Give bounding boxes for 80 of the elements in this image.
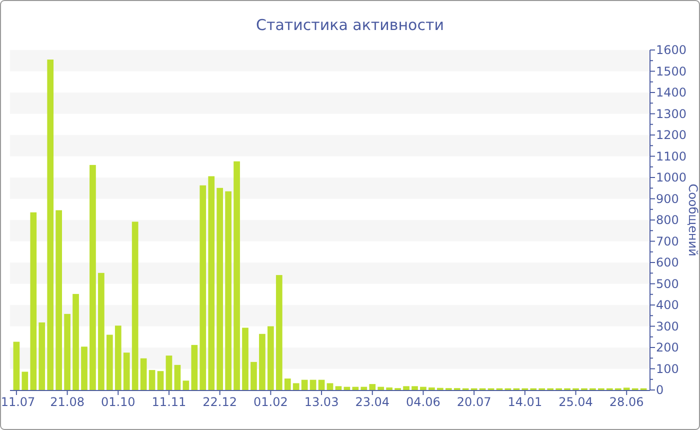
bar: [225, 191, 232, 390]
y-tick-label: 0: [656, 383, 664, 398]
y-tick-label: 1600: [656, 43, 687, 58]
bar: [360, 386, 368, 390]
bar: [72, 294, 79, 390]
bar: [174, 364, 181, 390]
x-tick-label: 28.06: [609, 395, 644, 409]
bar: [234, 161, 240, 390]
x-tick-label: 01.10: [100, 395, 136, 409]
x-tick-label: 01.02: [254, 395, 288, 409]
bar: [268, 326, 274, 390]
bar: [208, 176, 215, 390]
bar: [56, 210, 62, 390]
bar: [30, 212, 37, 390]
y-tick-label: 1100: [656, 149, 687, 164]
bar: [148, 370, 156, 390]
bar: [123, 352, 130, 390]
bar: [157, 371, 164, 390]
bar: [412, 386, 418, 390]
bar: [420, 386, 426, 390]
y-tick-label: 100: [656, 362, 679, 376]
x-tick-label: 20.07: [456, 395, 492, 409]
bar: [140, 358, 147, 390]
y-tick-label: 1200: [656, 128, 687, 142]
bar: [182, 380, 190, 390]
bar: [106, 334, 113, 390]
y-tick-label: 1000: [656, 170, 687, 185]
y-tick-label: 800: [656, 213, 679, 228]
y-tick-label: 1500: [656, 64, 687, 78]
x-tick-label: 11.11: [152, 395, 186, 409]
y-tick-label: 900: [656, 192, 679, 206]
x-tick-label: 23.04: [355, 395, 390, 409]
bar: [22, 372, 28, 390]
y-tick-label: 1300: [656, 106, 687, 121]
bar: [250, 362, 257, 390]
x-tick-label: 22.12: [202, 395, 238, 409]
bar: [276, 275, 282, 390]
bar: [166, 356, 172, 390]
y-tick-label: 200: [656, 340, 679, 355]
bar: [216, 188, 224, 390]
bar: [38, 322, 46, 390]
y-axis-title: Сообщений: [686, 184, 700, 256]
bar: [318, 380, 325, 390]
bar: [310, 380, 316, 390]
bar: [301, 380, 308, 390]
bar: [47, 60, 54, 390]
bar: [369, 384, 376, 390]
y-tick-label: 500: [656, 276, 679, 291]
bar: [352, 386, 359, 390]
x-tick-label: 04.06: [406, 395, 440, 409]
y-tick-label: 1400: [656, 86, 687, 100]
bar: [13, 342, 20, 390]
y-tick-label: 600: [656, 256, 679, 270]
y-tick-label: 400: [656, 298, 679, 312]
x-tick-label: 21.08: [50, 395, 84, 409]
bar: [428, 387, 435, 390]
x-tick-label: 14.01: [508, 395, 542, 409]
bar: [114, 326, 122, 390]
bar: [90, 164, 96, 390]
x-tick-label: 11.07: [0, 395, 36, 409]
bar: [386, 387, 392, 390]
bar: [200, 185, 206, 390]
bar: [98, 272, 104, 390]
bar: [191, 344, 198, 390]
x-tick-label: 25.04: [558, 395, 593, 409]
x-tick-label: 13.03: [304, 395, 339, 409]
bar: [242, 328, 248, 390]
bar: [326, 383, 334, 390]
bar: [403, 386, 410, 390]
bar: [259, 334, 266, 390]
bar: [284, 378, 291, 390]
bar: [64, 314, 70, 390]
bar: [292, 383, 300, 390]
chart-title: Статистика активности: [256, 16, 444, 34]
y-tick-label: 300: [656, 319, 679, 334]
bar: [335, 386, 342, 390]
y-tick-label: 700: [656, 234, 679, 248]
bar: [81, 346, 88, 390]
bar: [132, 222, 138, 390]
bar: [378, 386, 384, 390]
